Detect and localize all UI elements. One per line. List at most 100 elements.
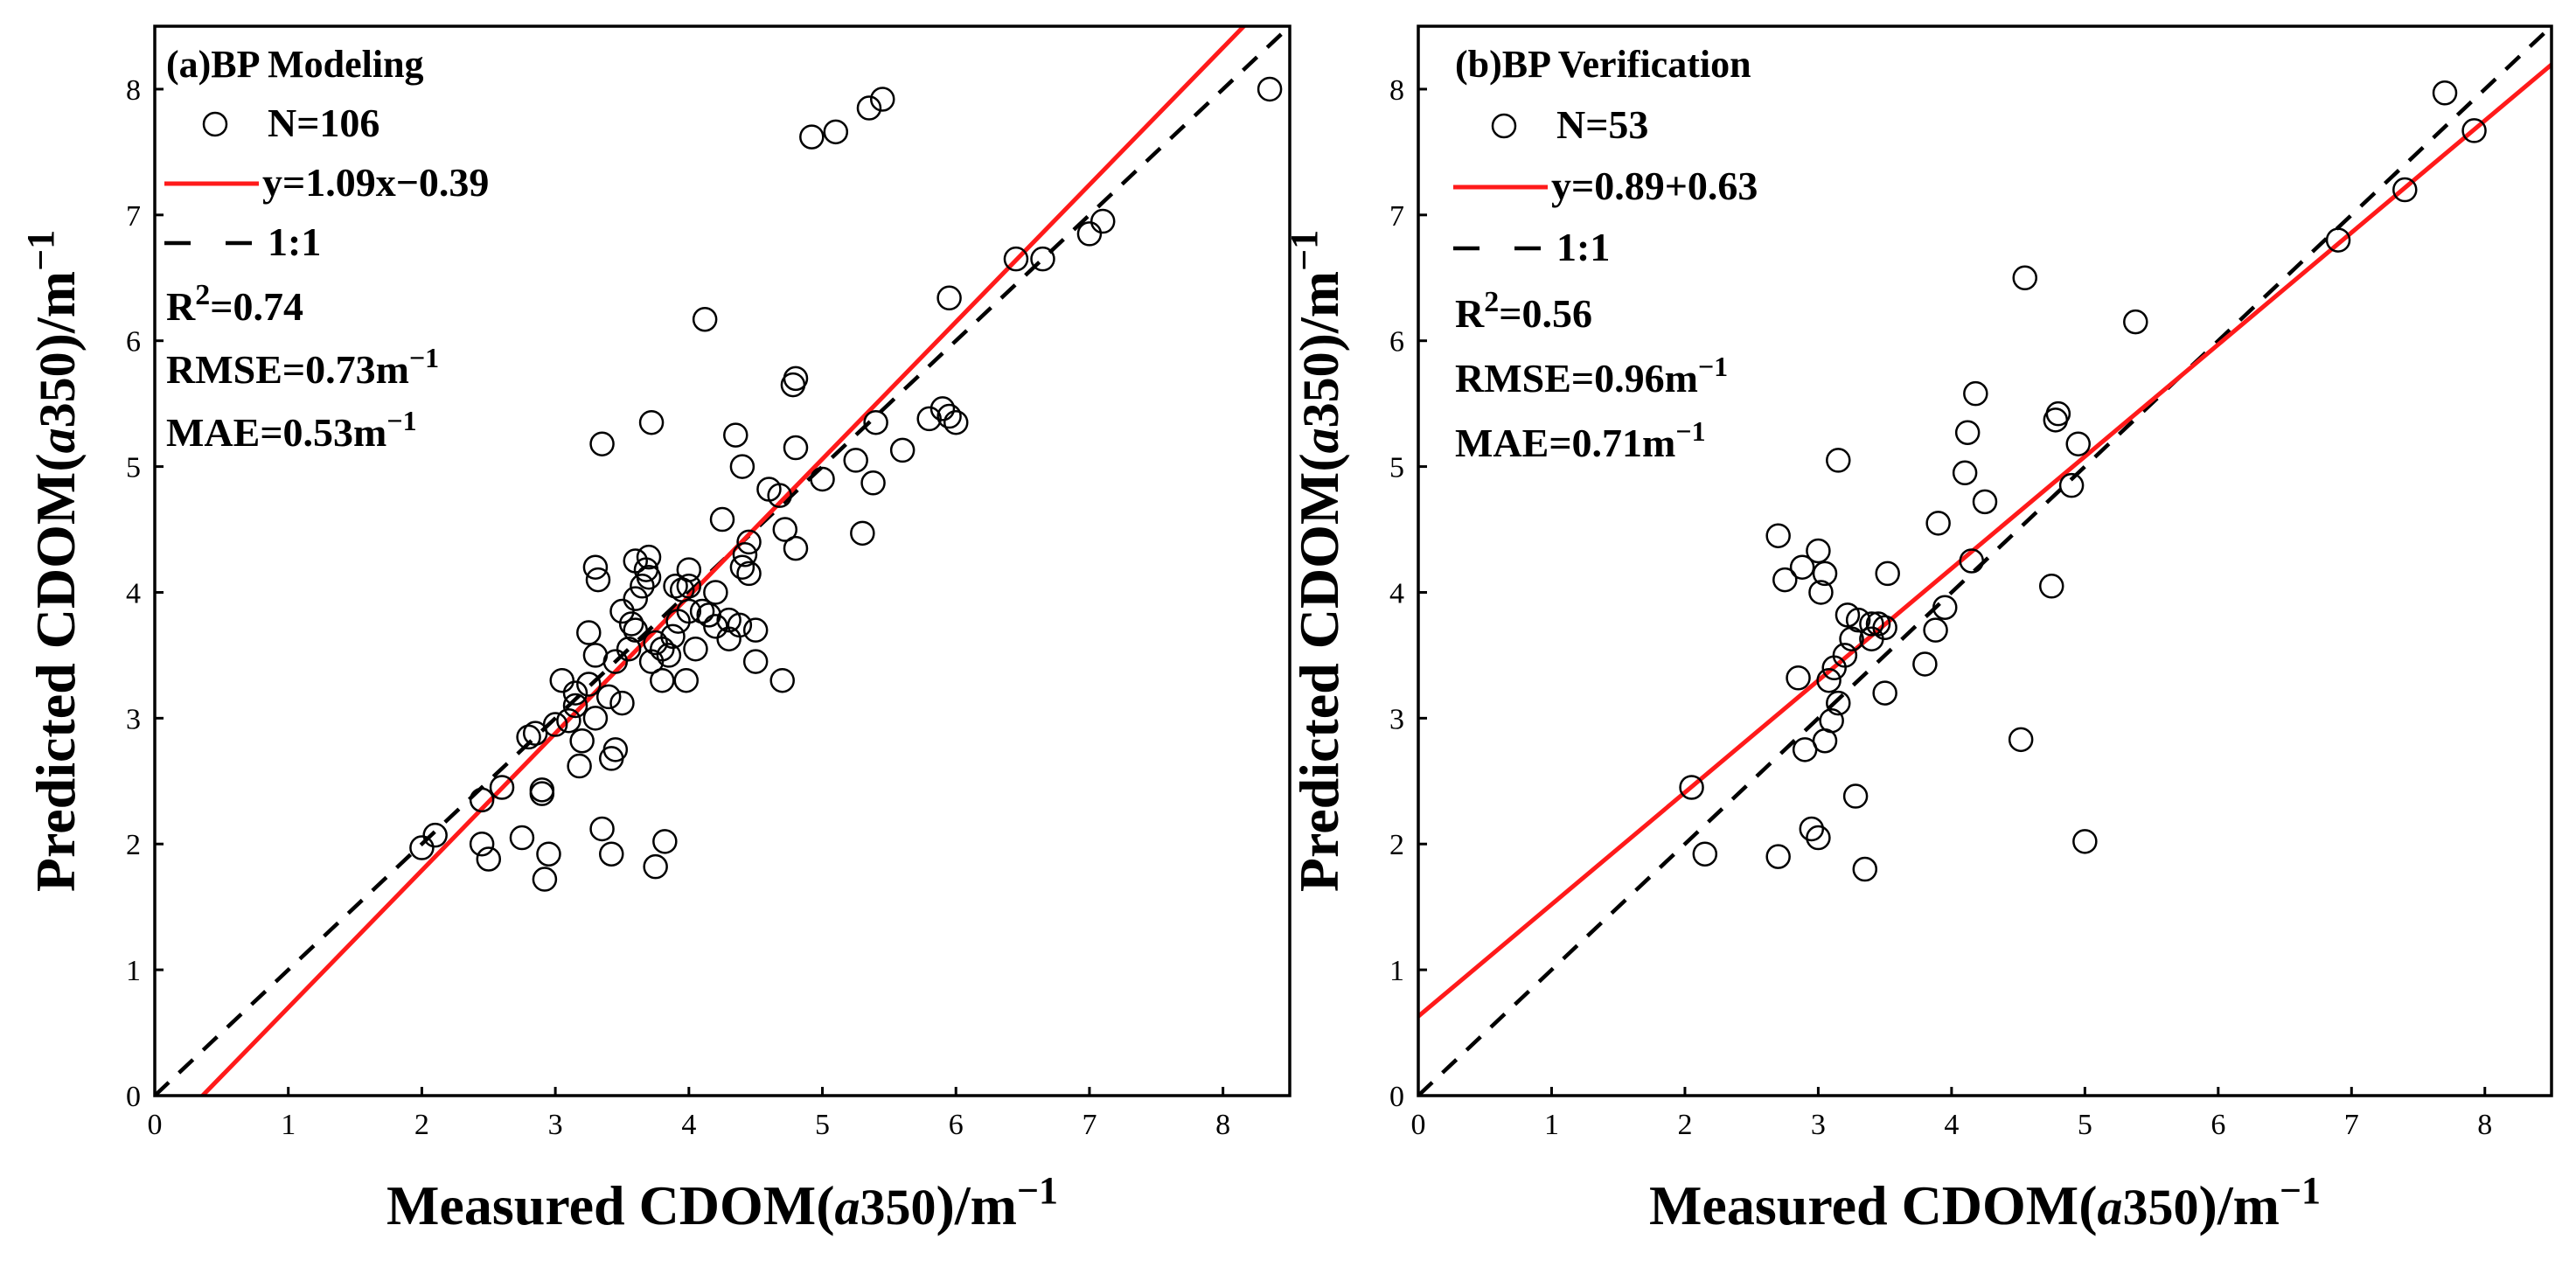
data-point xyxy=(582,706,609,731)
data-point xyxy=(1821,655,1847,681)
y-tick-label: 0 xyxy=(126,1081,141,1113)
data-point xyxy=(562,680,588,706)
data-point xyxy=(676,557,702,582)
data-point xyxy=(1765,844,1791,869)
data-point xyxy=(936,403,962,429)
data-point xyxy=(1925,511,1951,536)
data-point xyxy=(1845,607,1871,633)
data-point xyxy=(2038,574,2064,599)
data-point xyxy=(652,829,678,854)
data-point xyxy=(772,517,798,542)
x-tick-label: 2 xyxy=(1677,1109,1692,1141)
data-point xyxy=(1808,580,1834,605)
data-point xyxy=(727,612,753,638)
y-tick-label: 7 xyxy=(1389,200,1404,233)
data-point xyxy=(409,835,435,860)
data-point xyxy=(1076,221,1103,247)
data-point xyxy=(1772,567,1798,593)
data-point xyxy=(516,724,541,750)
fit-line xyxy=(1418,62,2552,1019)
y-tick-label: 5 xyxy=(1389,452,1404,484)
data-point xyxy=(582,643,609,668)
data-point xyxy=(589,816,615,842)
data-point xyxy=(536,841,561,867)
data-point xyxy=(1679,775,1704,800)
data-point xyxy=(810,466,835,492)
data-point xyxy=(623,617,648,643)
data-point xyxy=(549,667,575,693)
y-tick-label: 6 xyxy=(1389,326,1404,359)
panel-b: 0 1 2 3 4 5 6 7 8 0 1 2 3 4 5 6 7 8 (b)BP Verification N=53… xyxy=(1283,24,2553,1236)
data-point xyxy=(783,366,809,392)
data-point xyxy=(562,693,588,719)
panel-label: (b)BP Verification xyxy=(1455,43,1751,86)
data-point xyxy=(650,667,675,693)
x-tick-label: 1 xyxy=(1544,1109,1559,1141)
data-point xyxy=(2008,727,2034,753)
y-tick-label: 1 xyxy=(1389,955,1404,987)
data-point xyxy=(623,586,648,611)
data-point xyxy=(602,737,629,762)
data-point xyxy=(936,285,962,311)
data-point xyxy=(799,124,825,150)
data-point xyxy=(1875,560,1900,587)
data-point xyxy=(1872,680,1897,706)
y-tick-label: 4 xyxy=(126,577,141,609)
data-point xyxy=(729,554,755,580)
x-tick-label: 2 xyxy=(414,1109,429,1141)
data-point xyxy=(1812,560,1838,587)
x-tick-label: 8 xyxy=(2477,1109,2492,1141)
data-point xyxy=(630,574,655,599)
data-point xyxy=(703,614,728,639)
data-point xyxy=(2432,80,2458,106)
x-tick-label: 6 xyxy=(949,1109,964,1141)
data-point xyxy=(1806,538,1831,564)
stat-rmse: RMSE=0.96m−1 xyxy=(1455,351,1728,400)
data-point xyxy=(2012,265,2037,291)
data-point xyxy=(618,611,644,637)
y-tick-label: 4 xyxy=(1389,577,1404,609)
y-tick-label: 1 xyxy=(126,955,141,987)
y-tick-label: 2 xyxy=(126,829,141,861)
data-point xyxy=(856,95,882,121)
data-point xyxy=(736,560,762,587)
legend-label-fit: y=1.09x−0.39 xyxy=(262,160,489,205)
y-tick-label: 6 xyxy=(126,326,141,359)
data-point xyxy=(636,564,662,590)
data-point xyxy=(567,753,592,779)
data-point xyxy=(709,506,735,533)
data-point xyxy=(509,825,535,851)
data-point xyxy=(783,435,809,461)
data-point xyxy=(689,598,715,624)
data-point xyxy=(2065,431,2091,456)
x-tick-label: 7 xyxy=(2344,1109,2359,1141)
data-point xyxy=(489,775,515,800)
data-point xyxy=(729,454,755,479)
data-point xyxy=(585,567,611,593)
legend-label-points: N=53 xyxy=(1556,102,1648,147)
x-tick-label: 1 xyxy=(281,1109,296,1141)
data-point xyxy=(576,620,602,645)
x-tick-label: 0 xyxy=(1411,1109,1426,1141)
data-point xyxy=(522,721,548,746)
data-point xyxy=(476,846,502,872)
legend-label-identity: 1:1 xyxy=(1556,225,1610,269)
stat-rmse: RMSE=0.73m−1 xyxy=(166,342,439,392)
data-point xyxy=(1806,825,1831,851)
data-point xyxy=(1257,76,1283,102)
stat-r2: R2=0.74 xyxy=(166,279,303,330)
data-point xyxy=(1816,667,1841,693)
data-point xyxy=(643,630,668,656)
legend-label-fit: y=0.89+0.63 xyxy=(1551,164,1758,208)
data-point xyxy=(1765,523,1791,548)
data-point xyxy=(683,636,708,662)
data-point xyxy=(943,409,969,435)
data-point xyxy=(1912,651,1938,677)
data-point xyxy=(2045,400,2071,427)
y-tick-label: 3 xyxy=(126,703,141,735)
data-points xyxy=(409,76,1283,892)
x-tick-label: 7 xyxy=(1082,1109,1097,1141)
panel-label: (a)BP Modeling xyxy=(166,43,424,86)
data-point xyxy=(656,643,682,668)
